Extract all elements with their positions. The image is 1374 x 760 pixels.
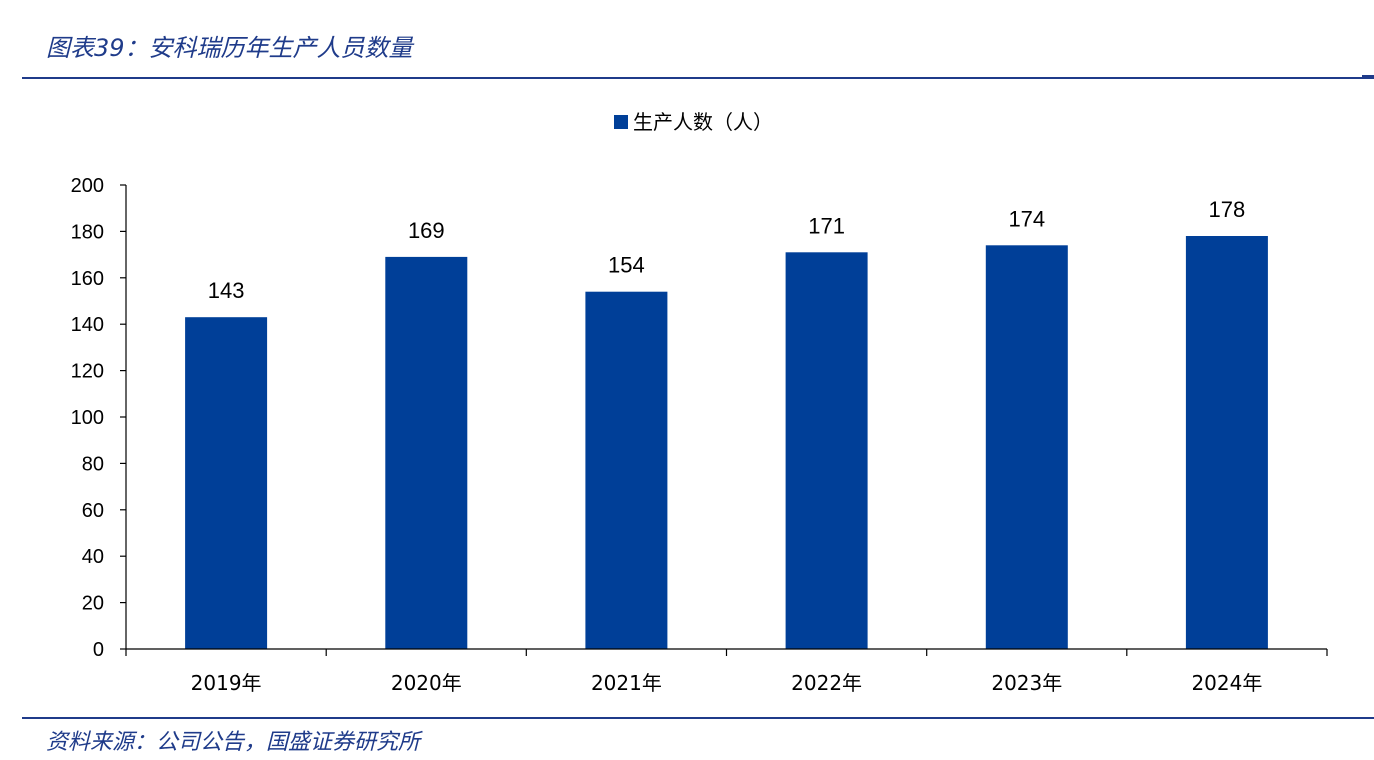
bar — [385, 256, 468, 649]
bar — [985, 245, 1068, 650]
top-rule — [22, 77, 1374, 79]
y-tick-label: 0 — [93, 639, 104, 661]
data-label: 178 — [1209, 197, 1246, 222]
data-label: 143 — [208, 278, 245, 303]
bar — [585, 291, 668, 649]
y-tick-label: 100 — [71, 407, 104, 429]
data-label: 171 — [808, 213, 845, 238]
y-axis: 0 20 40 60 80 100 120 140 160 180 200 — [71, 175, 127, 661]
y-tick-label: 20 — [82, 593, 104, 615]
data-label: 174 — [1008, 206, 1045, 231]
y-tick-label: 160 — [71, 268, 104, 290]
y-tick-label: 40 — [82, 546, 104, 568]
y-tick-label: 180 — [71, 221, 104, 243]
x-tick-label: 2021年 — [591, 671, 662, 695]
bottom-rule — [22, 717, 1374, 719]
top-rule-end-tick — [1362, 75, 1374, 77]
y-tick-label: 200 — [71, 175, 104, 197]
legend: 生产人数（人） — [614, 110, 773, 134]
y-tick-label: 120 — [71, 361, 104, 383]
x-tick-label: 2023年 — [991, 671, 1062, 695]
x-axis: 2019年 2020年 2021年 2022年 2023年 2024年 — [125, 648, 1328, 695]
bars-group — [185, 236, 1268, 650]
data-labels-group: 143 169 154 171 174 178 — [208, 197, 1246, 303]
x-tick-label: 2019年 — [191, 671, 262, 695]
figure-title: 图表39：安科瑞历年生产人员数量 — [46, 34, 413, 62]
bar — [1185, 236, 1268, 649]
x-tick-label: 2020年 — [391, 671, 462, 695]
legend-label: 生产人数（人） — [633, 110, 773, 134]
legend-swatch — [614, 115, 628, 129]
x-tick-label: 2022年 — [791, 671, 862, 695]
x-tick-label: 2024年 — [1191, 671, 1262, 695]
bar — [785, 252, 868, 650]
figure-source: 资料来源：公司公告，国盛证券研究所 — [46, 730, 421, 755]
y-tick-label: 60 — [82, 500, 104, 522]
y-tick-label: 80 — [82, 453, 104, 475]
data-label: 154 — [608, 253, 645, 278]
y-tick-label: 140 — [71, 314, 104, 336]
bar — [185, 317, 268, 649]
data-label: 169 — [408, 218, 445, 243]
